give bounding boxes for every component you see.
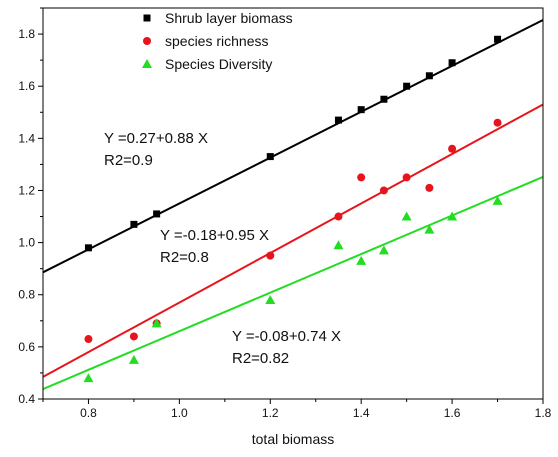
data-point-circle [448,144,457,153]
x-tick-label: 1.6 [444,406,461,420]
data-point-triangle [401,211,412,221]
data-point-triangle [265,294,276,304]
r2-label: R2=0.8 [160,249,209,266]
x-axis-title: total biomass [252,431,334,447]
data-point-triangle [151,318,162,328]
data-point-circle [425,183,434,192]
data-point-circle [334,212,343,221]
fit-line-shrub-layer-biomass [42,19,544,274]
data-point-circle [379,186,388,195]
legend: Shrub layer biomass species richness Speci… [142,10,293,72]
legend-marker-circle [143,37,151,45]
data-point-triangle [333,240,344,250]
data-point-square [84,244,92,252]
data-points [83,35,503,383]
data-point-square [357,106,365,114]
equation-label: Y =-0.08+0.74 X [232,328,341,345]
data-point-circle [129,332,138,341]
data-point-square [334,116,342,124]
data-point-circle [84,335,93,344]
y-tick-label: 0.8 [18,288,35,302]
data-point-square [448,59,456,67]
legend-marker-square [143,14,151,22]
data-point-triangle [356,255,367,265]
x-tick-label: 1.4 [353,406,370,420]
legend-marker-triangle [142,59,152,68]
legend-label: Shrub layer biomass [165,10,293,26]
y-tick-label: 1.0 [18,236,35,250]
data-point-triangle [492,195,503,205]
x-tick-label: 0.8 [80,406,97,420]
legend-label: species richness [165,33,269,49]
fit-line-species-diversity [42,175,544,391]
data-point-triangle [128,354,139,364]
data-point-circle [266,251,275,260]
data-point-square [130,220,138,228]
legend-label: Species Diversity [165,56,272,72]
x-tick-label: 1.8 [535,406,552,420]
r2-label: R2=0.82 [232,350,289,367]
data-point-triangle [424,224,435,234]
x-tick-label: 1.0 [171,406,188,420]
data-point-triangle [447,211,458,221]
data-point-triangle [83,373,94,383]
y-tick-label: 1.8 [18,27,35,41]
data-point-circle [357,173,366,182]
x-tick-label: 1.2 [262,406,279,420]
y-tick-label: 0.6 [18,340,35,354]
y-tick-label: 0.4 [18,392,35,406]
data-point-circle [402,173,411,182]
data-point-square [403,82,411,90]
data-point-triangle [378,245,389,255]
regression-annotations: Y =0.27+0.88 X R2=0.9 Y =-0.18+0.95 X R2=0.… [104,130,341,367]
data-point-square [425,72,433,80]
y-tick-label: 1.6 [18,79,35,93]
data-point-circle [493,118,502,127]
regression-lines [42,19,544,391]
y-tick-label: 1.4 [18,131,35,145]
data-point-square [153,210,161,218]
equation-label: Y =0.27+0.88 X [104,130,208,147]
equation-label: Y =-0.18+0.95 X [160,227,269,244]
plot-frame [42,7,544,400]
axes: 0.8 1.0 1.2 1.4 1.6 1.8 0.4 0.6 0.8 1.0 1.2 1.4 1.6 1… [18,7,552,420]
r2-label: R2=0.9 [104,152,153,169]
data-point-square [380,95,388,103]
y-tick-label: 1.2 [18,183,35,197]
fit-line-species-richness [42,103,544,378]
data-point-square [266,153,274,161]
data-point-square [494,35,502,43]
